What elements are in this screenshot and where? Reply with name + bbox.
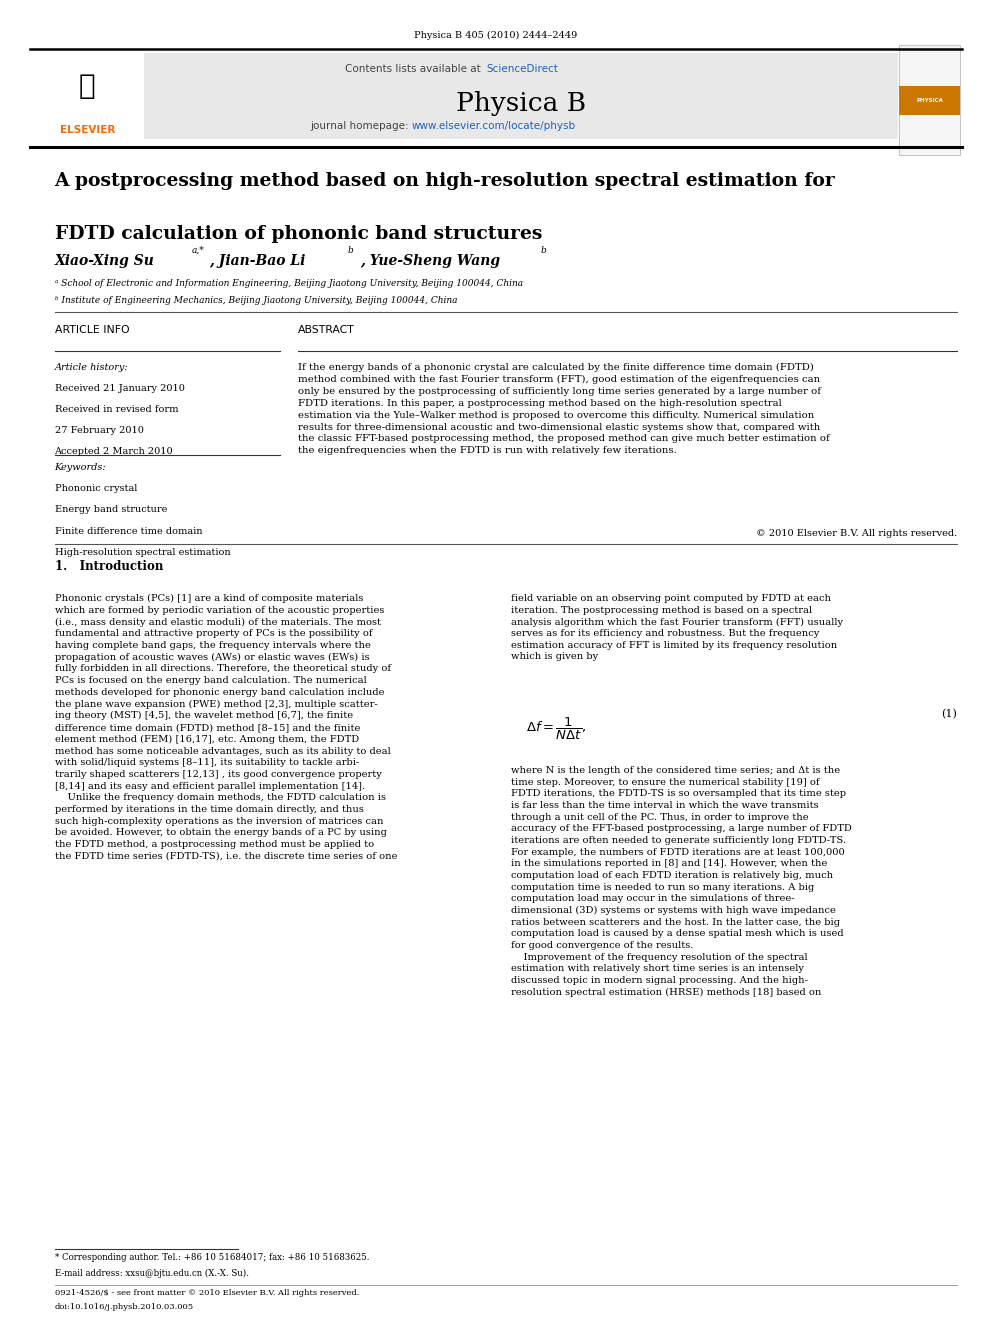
Text: ABSTRACT: ABSTRACT xyxy=(298,325,354,336)
FancyBboxPatch shape xyxy=(30,45,144,142)
Text: * Corresponding author. Tel.: +86 10 51684017; fax: +86 10 51683625.: * Corresponding author. Tel.: +86 10 516… xyxy=(55,1253,369,1262)
FancyBboxPatch shape xyxy=(899,86,960,115)
Text: © 2010 Elsevier B.V. All rights reserved.: © 2010 Elsevier B.V. All rights reserved… xyxy=(756,529,957,538)
Text: Physica B 405 (2010) 2444–2449: Physica B 405 (2010) 2444–2449 xyxy=(415,30,577,40)
Text: ScienceDirect: ScienceDirect xyxy=(486,64,558,74)
Text: (1): (1) xyxy=(941,709,957,720)
Text: Finite difference time domain: Finite difference time domain xyxy=(55,527,202,536)
Text: doi:10.1016/j.physb.2010.03.005: doi:10.1016/j.physb.2010.03.005 xyxy=(55,1303,193,1311)
Text: $\Delta f = \dfrac{1}{N\Delta t},$: $\Delta f = \dfrac{1}{N\Delta t},$ xyxy=(526,716,586,742)
Text: ᵇ Institute of Engineering Mechanics, Beijing Jiaotong University, Beijing 10004: ᵇ Institute of Engineering Mechanics, Be… xyxy=(55,296,457,306)
Text: b: b xyxy=(347,246,353,255)
Text: Energy band structure: Energy band structure xyxy=(55,505,167,515)
Text: , Jian-Bao Li: , Jian-Bao Li xyxy=(209,254,306,269)
Text: FDTD calculation of phononic band structures: FDTD calculation of phononic band struct… xyxy=(55,225,542,243)
Text: www.elsevier.com/locate/physb: www.elsevier.com/locate/physb xyxy=(412,120,575,131)
Text: If the energy bands of a phononic crystal are calculated by the finite differenc: If the energy bands of a phononic crysta… xyxy=(298,363,829,455)
Text: Article history:: Article history: xyxy=(55,363,128,372)
Text: a,*: a,* xyxy=(191,246,204,255)
Text: journal homepage:: journal homepage: xyxy=(310,120,412,131)
Text: PHYSICA: PHYSICA xyxy=(916,98,943,103)
Text: Keywords:: Keywords: xyxy=(55,463,106,472)
Text: 1.   Introduction: 1. Introduction xyxy=(55,560,163,573)
FancyBboxPatch shape xyxy=(899,45,960,155)
Text: ELSEVIER: ELSEVIER xyxy=(60,124,115,135)
Text: Xiao-Xing Su: Xiao-Xing Su xyxy=(55,254,155,269)
Text: Phononic crystals (PCs) [1] are a kind of composite materials
which are formed b: Phononic crystals (PCs) [1] are a kind o… xyxy=(55,594,397,860)
Text: Accepted 2 March 2010: Accepted 2 March 2010 xyxy=(55,447,174,456)
Text: 🌲: 🌲 xyxy=(79,71,95,99)
Text: Physica B: Physica B xyxy=(455,91,586,116)
Text: Contents lists available at: Contents lists available at xyxy=(345,64,484,74)
Text: E-mail address: xxsu@bjtu.edu.cn (X.-X. Su).: E-mail address: xxsu@bjtu.edu.cn (X.-X. … xyxy=(55,1269,249,1278)
FancyBboxPatch shape xyxy=(139,53,898,139)
Text: field variable on an observing point computed by FDTD at each
iteration. The pos: field variable on an observing point com… xyxy=(511,594,843,662)
Text: Phononic crystal: Phononic crystal xyxy=(55,484,137,493)
Text: 0921-4526/$ - see front matter © 2010 Elsevier B.V. All rights reserved.: 0921-4526/$ - see front matter © 2010 El… xyxy=(55,1289,359,1297)
Text: High-resolution spectral estimation: High-resolution spectral estimation xyxy=(55,548,230,557)
Text: ARTICLE INFO: ARTICLE INFO xyxy=(55,325,129,336)
Text: , Yue-Sheng Wang: , Yue-Sheng Wang xyxy=(360,254,500,269)
Text: Received in revised form: Received in revised form xyxy=(55,405,178,414)
Text: A postprocessing method based on high-resolution spectral estimation for: A postprocessing method based on high-re… xyxy=(55,172,835,191)
Text: b: b xyxy=(541,246,547,255)
Text: Received 21 January 2010: Received 21 January 2010 xyxy=(55,384,185,393)
Text: where N is the length of the considered time series; and Δt is the
time step. Mo: where N is the length of the considered … xyxy=(511,766,852,998)
Text: ᵃ School of Electronic and Information Engineering, Beijing Jiaotong University,: ᵃ School of Electronic and Information E… xyxy=(55,279,523,288)
Text: 27 February 2010: 27 February 2010 xyxy=(55,426,144,435)
